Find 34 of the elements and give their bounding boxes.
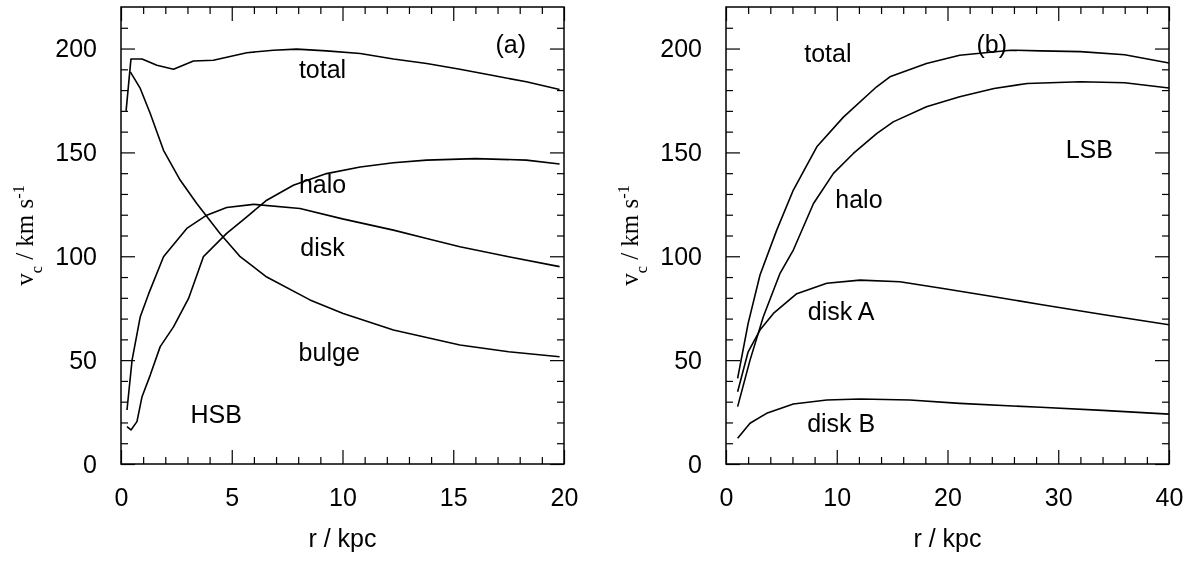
y-tick-label: 150: [55, 137, 97, 166]
x-axis-title: r / kpc: [913, 524, 982, 552]
x-tick-label: 20: [934, 482, 962, 511]
series-label: halo: [835, 184, 883, 213]
annotation: LSB: [1065, 134, 1113, 163]
y-tick-label: 200: [660, 34, 702, 63]
x-tick-label: 15: [439, 482, 468, 511]
series-label: total: [298, 54, 347, 83]
series-label: disk A: [807, 296, 875, 325]
y-tick-label: 0: [83, 449, 97, 478]
annotation: (b): [976, 29, 1008, 58]
x-tick-label: 10: [823, 482, 852, 511]
y-tick-label: 200: [55, 34, 97, 63]
x-tick-label: 5: [225, 482, 240, 511]
series-label: disk B: [807, 408, 876, 437]
annotation: HSB: [190, 399, 242, 428]
series-label: halo: [298, 170, 347, 199]
x-tick-label: 30: [1044, 482, 1073, 511]
series-label: disk: [300, 232, 346, 261]
x-axis-title: r / kpc: [308, 524, 377, 552]
y-tick-label: 100: [660, 241, 702, 270]
y-tick-label: 50: [69, 345, 97, 374]
x-tick-label: 20: [550, 482, 579, 511]
x-tick-label: 10: [329, 482, 357, 511]
y-tick-label: 100: [55, 241, 97, 270]
y-tick-label: 0: [688, 449, 702, 478]
x-tick-label: 0: [114, 482, 129, 511]
y-tick-label: 150: [660, 137, 702, 166]
x-tick-label: 40: [1155, 482, 1184, 511]
y-tick-label: 50: [674, 345, 702, 374]
x-tick-label: 0: [719, 482, 734, 511]
annotation: (a): [495, 29, 527, 58]
legend-label: total: [804, 38, 852, 67]
series-label: bulge: [298, 338, 360, 367]
